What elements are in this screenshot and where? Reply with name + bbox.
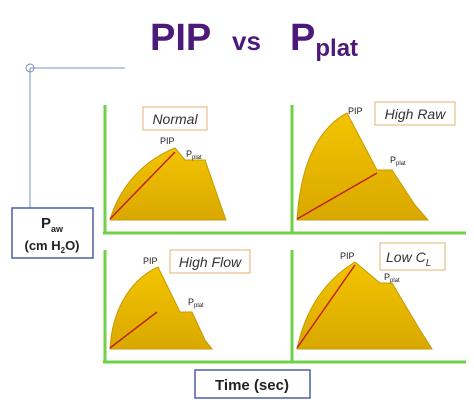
peak-label: PIP (143, 256, 158, 266)
panel-label: Low CL (386, 249, 431, 269)
y-label: Paw (41, 215, 64, 234)
panel-labels (142, 101, 456, 274)
plateau-label: Pplat (188, 297, 204, 309)
plateau-label: Pplat (390, 155, 406, 167)
connector (25, 63, 125, 208)
waveforms (109, 112, 433, 350)
plateau-label: Pplat (186, 149, 202, 161)
axes (103, 105, 466, 364)
peak-label: PIP (340, 251, 355, 261)
panel-label: Normal (152, 111, 198, 127)
peak-label: PIP (348, 106, 363, 116)
x-label-box (194, 369, 311, 399)
panel-label: High Flow (179, 254, 242, 270)
panel-label: High Raw (385, 106, 447, 122)
peak-label: PIP (160, 136, 175, 146)
title: PIP vs Pplat (150, 17, 358, 62)
x-label: Time (sec) (215, 377, 289, 394)
plateau-label: Pplat (384, 272, 400, 284)
y-label-box (11, 207, 94, 259)
y-label-unit: (cm H2O) (24, 238, 79, 255)
